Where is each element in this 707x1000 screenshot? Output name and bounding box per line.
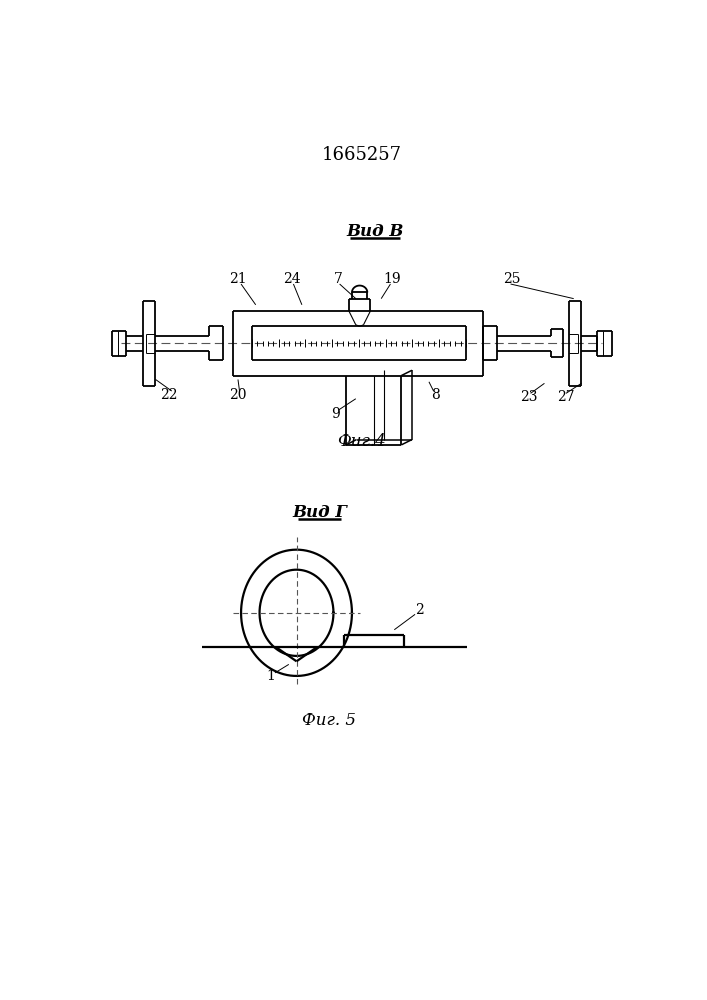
- Text: 1665257: 1665257: [322, 146, 402, 164]
- Text: 24: 24: [283, 272, 300, 286]
- Text: 8: 8: [431, 388, 440, 402]
- Text: 19: 19: [383, 272, 401, 286]
- Text: 22: 22: [160, 388, 177, 402]
- Text: 20: 20: [229, 388, 247, 402]
- Text: 25: 25: [503, 272, 521, 286]
- Text: Фиг. 5: Фиг. 5: [302, 712, 356, 729]
- Text: 1: 1: [267, 669, 276, 683]
- Text: 21: 21: [229, 272, 247, 286]
- Text: Фиг.4: Фиг.4: [337, 433, 386, 450]
- Text: 23: 23: [520, 390, 538, 404]
- Text: Вид Г: Вид Г: [292, 504, 347, 521]
- Text: 27: 27: [557, 390, 575, 404]
- Text: 9: 9: [331, 407, 339, 421]
- Text: 2: 2: [415, 603, 424, 617]
- Text: Вид В: Вид В: [346, 223, 404, 240]
- Text: 7: 7: [334, 272, 342, 286]
